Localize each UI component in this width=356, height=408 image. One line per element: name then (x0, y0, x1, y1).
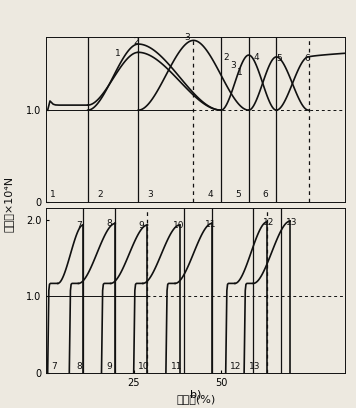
Text: 伸长率(%): 伸长率(%) (176, 394, 215, 404)
Text: b): b) (190, 390, 201, 400)
Text: 8: 8 (76, 362, 82, 371)
Text: 9: 9 (106, 362, 112, 371)
Text: 12: 12 (230, 362, 242, 371)
Text: 2: 2 (224, 53, 229, 62)
Text: 7: 7 (51, 362, 57, 371)
Text: 3: 3 (230, 61, 236, 70)
Text: 8: 8 (106, 219, 112, 228)
Text: 9: 9 (138, 221, 144, 230)
Text: 3: 3 (147, 190, 153, 199)
Text: 11: 11 (171, 362, 182, 371)
Text: 5: 5 (276, 54, 282, 63)
Text: 1: 1 (115, 49, 121, 58)
Text: 4: 4 (207, 190, 213, 199)
Text: 13: 13 (286, 217, 297, 226)
Text: 10: 10 (173, 221, 184, 230)
Text: 6: 6 (304, 54, 310, 63)
Text: 7: 7 (76, 221, 82, 230)
Text: 2: 2 (97, 190, 103, 199)
Text: a): a) (190, 212, 201, 222)
Text: 3: 3 (184, 33, 190, 42)
Text: 5: 5 (235, 190, 241, 199)
Text: 10: 10 (138, 362, 150, 371)
Text: 11: 11 (205, 220, 216, 229)
Text: 4: 4 (253, 53, 259, 62)
Text: 1: 1 (50, 190, 56, 199)
Text: 6: 6 (262, 190, 268, 199)
Text: 12: 12 (262, 217, 274, 226)
Text: 1: 1 (237, 68, 243, 77)
Text: 13: 13 (249, 362, 260, 371)
Text: 载荷／×10⁴N: 载荷／×10⁴N (4, 176, 14, 232)
Text: 2: 2 (134, 37, 139, 46)
